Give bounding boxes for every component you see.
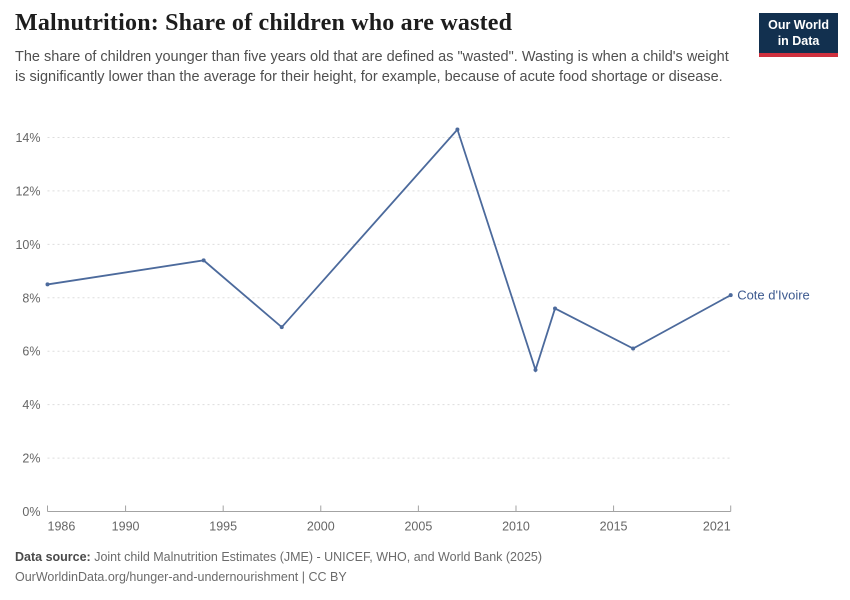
data-source-label: Data source:	[15, 550, 91, 564]
data-point	[631, 346, 636, 351]
y-tick-label: 8%	[22, 291, 40, 305]
x-tick-label: 2015	[600, 520, 628, 534]
owid-logo[interactable]: Our World in Data	[759, 13, 838, 58]
owid-logo-line1: Our World	[768, 18, 829, 32]
data-source-line: Data source: Joint child Malnutrition Es…	[15, 547, 542, 567]
y-tick-label: 14%	[15, 131, 40, 145]
y-tick-label: 4%	[22, 398, 40, 412]
series-line	[47, 127, 732, 373]
y-tick-label: 0%	[22, 505, 40, 519]
y-tick-label: 6%	[22, 345, 40, 359]
y-tick-label: 2%	[22, 452, 40, 466]
y-tick-label: 12%	[15, 184, 40, 198]
data-source-text: Joint child Malnutrition Estimates (JME)…	[90, 550, 543, 564]
data-point	[455, 127, 460, 132]
y-tick-label: 10%	[15, 238, 40, 252]
data-point	[45, 282, 50, 287]
data-point	[728, 293, 733, 298]
page-title: Malnutrition: Share of children who are …	[15, 10, 513, 36]
data-point	[553, 306, 558, 311]
x-tick-label: 2021	[703, 520, 731, 534]
x-tick-label: 1986	[48, 520, 76, 534]
line-chart: 0% 2% 4% 6% 8% 10% 12% 14% 1986 1990 1995 2000 2005 2…	[15, 127, 810, 534]
data-point	[279, 325, 284, 330]
data-point	[533, 367, 538, 372]
x-tick-label: 2000	[307, 520, 335, 534]
x-tick-label: 1995	[209, 520, 237, 534]
data-point	[201, 258, 206, 263]
footer-link[interactable]: OurWorldinData.org/hunger-and-undernouri…	[15, 570, 347, 584]
x-tick-label: 2010	[502, 520, 530, 534]
chart-subtitle: The share of children younger than five …	[15, 49, 729, 85]
x-tick-label: 2005	[404, 520, 432, 534]
chart-header: Malnutrition: Share of children who are …	[15, 10, 835, 87]
x-tick-label: 1990	[112, 520, 140, 534]
chart-footer: Data source: Joint child Malnutrition Es…	[15, 547, 542, 587]
series-label: Cote d'Ivoire	[737, 288, 810, 303]
owid-logo-line2: in Data	[777, 33, 820, 48]
